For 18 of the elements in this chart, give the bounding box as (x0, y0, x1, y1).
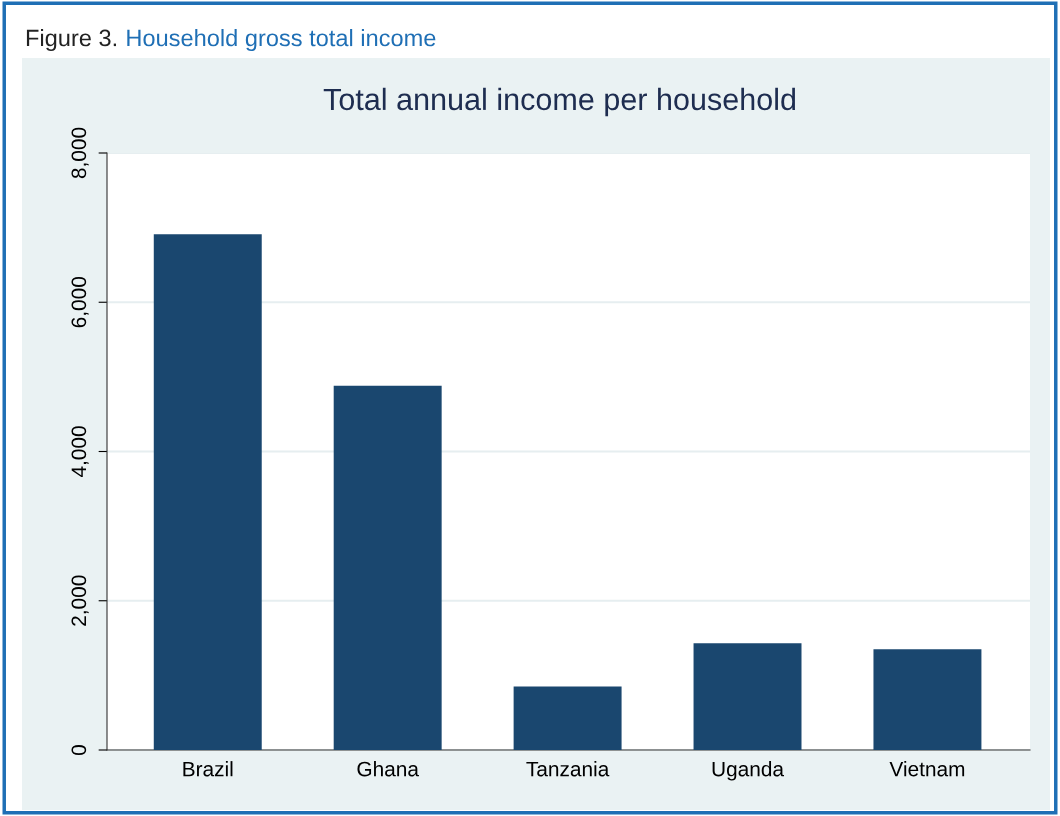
y-tick-label: 8,000 (71, 127, 89, 179)
bar (153, 234, 262, 750)
x-tick-label: Brazil (183, 761, 233, 777)
x-tick-label: Uganda (712, 761, 785, 781)
bar (513, 686, 622, 750)
chart-title: Total annual income per household (323, 87, 796, 117)
caption: Figure 3. (26, 29, 117, 51)
y-tick-label: 6,000 (71, 277, 89, 328)
x-tick-label: Tanzania (526, 761, 610, 777)
y-tick-label: 4,000 (71, 426, 89, 478)
bar (873, 649, 982, 750)
x-tick-label: Vietnam (889, 761, 965, 777)
x-tick-label: Ghana (357, 761, 419, 777)
y-tick-label: 0 (71, 745, 87, 755)
bar (333, 385, 442, 750)
bar (693, 643, 802, 750)
y-tick-label: 2,000 (71, 575, 89, 626)
text: Household gross total income (127, 29, 436, 51)
